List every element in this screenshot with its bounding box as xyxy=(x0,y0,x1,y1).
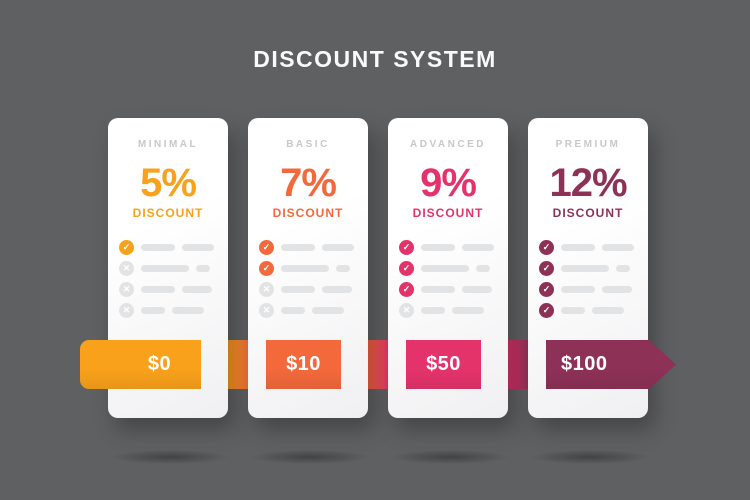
cross-icon: ✕ xyxy=(259,282,274,297)
feature-text-bar xyxy=(452,307,484,314)
feature-row: ✕ xyxy=(119,279,217,300)
cross-icon: ✕ xyxy=(259,303,274,318)
feature-row: ✓ xyxy=(259,237,357,258)
feature-text-bar xyxy=(561,244,595,251)
feature-row: ✓ xyxy=(539,237,637,258)
card-ground-shadow xyxy=(392,450,508,464)
feature-text-bar xyxy=(141,244,175,251)
feature-row: ✓ xyxy=(119,237,217,258)
check-icon: ✓ xyxy=(119,240,134,255)
feature-text-bar xyxy=(141,286,175,293)
feature-row: ✓ xyxy=(399,258,497,279)
feature-text-bar xyxy=(182,244,214,251)
price-label: $10 xyxy=(286,353,321,375)
check-icon: ✓ xyxy=(399,282,414,297)
feature-text-bar xyxy=(476,265,490,272)
check-icon: ✓ xyxy=(539,303,554,318)
price-tag-minimal[interactable]: $0 xyxy=(80,340,201,389)
cross-icon: ✕ xyxy=(119,282,134,297)
feature-text-bar xyxy=(561,286,595,293)
feature-text-bar xyxy=(281,244,315,251)
feature-row: ✕ xyxy=(119,258,217,279)
plan-name: BASIC xyxy=(286,139,330,150)
plan-percent: 12% xyxy=(549,161,627,205)
feature-text-bar xyxy=(281,286,315,293)
check-icon: ✓ xyxy=(399,240,414,255)
feature-text-bar xyxy=(602,286,632,293)
ribbon-connector xyxy=(505,340,531,389)
check-icon: ✓ xyxy=(539,240,554,255)
plan-name: MINIMAL xyxy=(137,139,199,150)
price-tag-advanced[interactable]: $50 xyxy=(406,340,481,389)
card-ground-shadow xyxy=(532,450,648,464)
feature-text-bar xyxy=(312,307,344,314)
feature-text-bar xyxy=(421,286,455,293)
feature-text-bar xyxy=(421,265,469,272)
plan-discount-label: DISCOUNT xyxy=(272,206,344,220)
check-icon: ✓ xyxy=(399,261,414,276)
feature-text-bar xyxy=(141,265,189,272)
feature-text-bar xyxy=(602,244,634,251)
ribbon-connector xyxy=(225,340,251,389)
feature-text-bar xyxy=(421,307,445,314)
plan-feature-list: ✓ ✓ ✓ ✓ xyxy=(528,237,648,321)
check-icon: ✓ xyxy=(259,240,274,255)
feature-row: ✕ xyxy=(399,300,497,321)
feature-row: ✓ xyxy=(539,258,637,279)
price-label: $100 xyxy=(561,353,608,375)
feature-row: ✓ xyxy=(539,279,637,300)
feature-text-bar xyxy=(322,244,354,251)
plan-feature-list: ✓ ✓ ✕ ✕ xyxy=(248,237,368,321)
plan-feature-list: ✓ ✓ ✓ ✕ xyxy=(388,237,508,321)
feature-text-bar xyxy=(616,265,630,272)
plan-name: ADVANCED xyxy=(410,139,486,150)
feature-row: ✕ xyxy=(119,300,217,321)
cross-icon: ✕ xyxy=(119,303,134,318)
feature-text-bar xyxy=(281,307,305,314)
price-label: $50 xyxy=(426,353,461,375)
feature-text-bar xyxy=(172,307,204,314)
feature-text-bar xyxy=(322,286,352,293)
price-tag-premium[interactable]: $100 xyxy=(546,340,676,389)
card-ground-shadow xyxy=(112,450,228,464)
plan-percent: 5% xyxy=(140,161,197,205)
page-title: DISCOUNT SYSTEM xyxy=(253,46,497,72)
price-tag-basic[interactable]: $10 xyxy=(266,340,341,389)
plan-name: PREMIUM xyxy=(555,139,621,150)
ribbon-connector xyxy=(365,340,391,389)
plan-percent: 9% xyxy=(420,161,477,205)
check-icon: ✓ xyxy=(539,261,554,276)
price-label: $0 xyxy=(147,353,172,375)
feature-row: ✕ xyxy=(259,279,357,300)
feature-row: ✓ xyxy=(259,258,357,279)
feature-text-bar xyxy=(196,265,210,272)
feature-text-bar xyxy=(336,265,350,272)
feature-text-bar xyxy=(141,307,165,314)
cross-icon: ✕ xyxy=(119,261,134,276)
check-icon: ✓ xyxy=(539,282,554,297)
feature-text-bar xyxy=(462,286,492,293)
plan-discount-label: DISCOUNT xyxy=(132,206,204,220)
feature-text-bar xyxy=(561,307,585,314)
plan-feature-list: ✓ ✕ ✕ ✕ xyxy=(108,237,228,321)
plan-discount-label: DISCOUNT xyxy=(412,206,484,220)
feature-row: ✓ xyxy=(399,279,497,300)
cross-icon: ✕ xyxy=(399,303,414,318)
feature-row: ✓ xyxy=(399,237,497,258)
feature-text-bar xyxy=(421,244,455,251)
card-ground-shadow xyxy=(252,450,368,464)
feature-text-bar xyxy=(281,265,329,272)
feature-row: ✓ xyxy=(539,300,637,321)
feature-text-bar xyxy=(182,286,212,293)
plan-discount-label: DISCOUNT xyxy=(552,206,624,220)
feature-text-bar xyxy=(561,265,609,272)
feature-text-bar xyxy=(462,244,494,251)
plan-percent: 7% xyxy=(280,161,337,205)
feature-row: ✕ xyxy=(259,300,357,321)
feature-text-bar xyxy=(592,307,624,314)
check-icon: ✓ xyxy=(259,261,274,276)
